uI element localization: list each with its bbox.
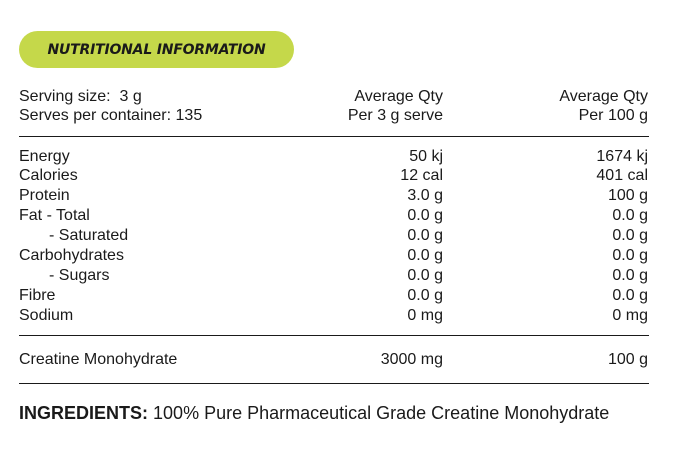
nutrient-per-100g: 401 cal: [596, 167, 648, 184]
active-per-100g: 100 g: [607, 351, 648, 368]
nutrient-per-serve: 0.0 g: [407, 207, 443, 224]
nutrient-per-100g: 1674 kj: [596, 148, 648, 165]
nutrient-per-100g: 0.0 g: [612, 287, 648, 304]
serving-row-2: Serves per container: 135 Per 3 g serve …: [19, 106, 649, 126]
nutrient-per-100g: 0.0 g: [612, 247, 648, 264]
nutrient-name: - Sugars: [49, 267, 110, 284]
nutrient-row: Calories 12 cal 401 cal: [19, 166, 649, 186]
col1-header-line2: Per 3 g serve: [347, 107, 443, 124]
nutrient-per-serve: 50 kj: [409, 148, 443, 165]
nutrient-row: Carbohydrates 0.0 g 0.0 g: [19, 246, 649, 266]
nutrient-per-100g: 0.0 g: [612, 267, 648, 284]
divider: [19, 335, 649, 336]
ingredients-block: INGREDIENTS: 100% Pure Pharmaceutical Gr…: [19, 401, 653, 425]
nutrient-per-serve: 12 cal: [400, 167, 443, 184]
nutrient-name: Sodium: [19, 307, 74, 324]
nutrient-per-serve: 0.0 g: [407, 287, 443, 304]
nutrient-row: Fat - Total 0.0 g 0.0 g: [19, 206, 649, 226]
ingredients-text: 100% Pure Pharmaceutical Grade Creatine …: [153, 403, 610, 423]
header-banner: NUTRITIONAL INFORMATION: [19, 31, 294, 68]
active-ingredient-row: Creatine Monohydrate 3000 mg 100 g: [19, 350, 649, 370]
nutrient-row: Protein 3.0 g 100 g: [19, 186, 649, 206]
col2-header-line1: Average Qty: [559, 88, 648, 105]
nutrient-row: Sodium 0 mg 0 mg: [19, 306, 649, 326]
panel-title: NUTRITIONAL INFORMATION: [47, 41, 266, 58]
nutrient-per-serve: 3.0 g: [407, 187, 443, 204]
nutrient-name: - Saturated: [49, 227, 129, 244]
nutrient-per-serve: 0.0 g: [407, 227, 443, 244]
serves-per-container: Serves per container: 135: [19, 107, 203, 124]
nutrient-row: - Saturated 0.0 g 0.0 g: [19, 226, 649, 246]
nutrient-row: Fibre 0.0 g 0.0 g: [19, 286, 649, 306]
serving-row-1: Serving size: 3 g Average Qty Average Qt…: [19, 87, 649, 107]
nutrient-per-100g: 0 mg: [612, 307, 648, 324]
nutrient-per-serve: 0.0 g: [407, 267, 443, 284]
nutrient-per-100g: 0.0 g: [612, 207, 648, 224]
nutrient-row: - Sugars 0.0 g 0.0 g: [19, 266, 649, 286]
nutrient-per-serve: 0 mg: [407, 307, 443, 324]
nutrient-name: Fibre: [19, 287, 56, 304]
nutrient-per-100g: 100 g: [607, 187, 648, 204]
nutrient-name: Carbohydrates: [19, 247, 124, 264]
active-ingredient-name: Creatine Monohydrate: [19, 351, 178, 368]
nutrient-per-100g: 0.0 g: [612, 227, 648, 244]
nutrient-row: Energy 50 kj 1674 kj: [19, 147, 649, 167]
col2-header-line2: Per 100 g: [578, 107, 648, 124]
ingredients-label: INGREDIENTS:: [19, 403, 149, 423]
active-per-serve: 3000 mg: [380, 351, 443, 368]
nutrient-name: Energy: [19, 148, 70, 165]
divider: [19, 136, 649, 137]
divider: [19, 383, 649, 384]
nutrient-name: Protein: [19, 187, 70, 204]
nutrient-name: Fat - Total: [19, 207, 90, 224]
serving-size: Serving size: 3 g: [19, 88, 142, 105]
nutrient-per-serve: 0.0 g: [407, 247, 443, 264]
col1-header-line1: Average Qty: [354, 88, 443, 105]
nutrient-name: Calories: [19, 167, 78, 184]
